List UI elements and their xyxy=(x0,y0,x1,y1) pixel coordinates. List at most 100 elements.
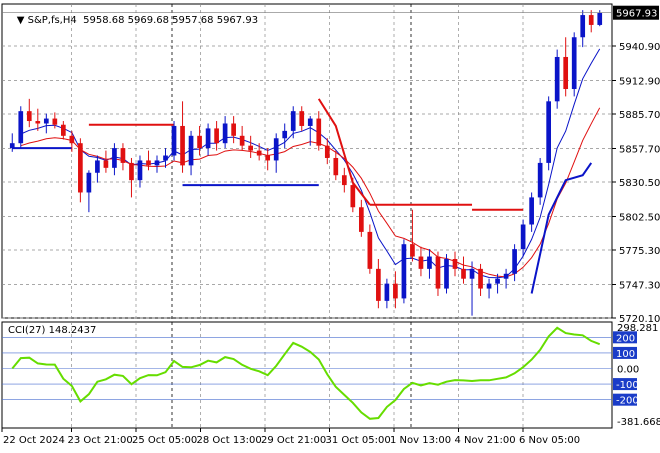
candle-bear xyxy=(103,160,109,168)
candle-bear xyxy=(299,111,305,126)
price-tick-label: 5885.70 xyxy=(619,110,660,121)
candle-bear xyxy=(461,268,466,279)
candle-bull xyxy=(546,101,551,163)
candle-bull xyxy=(290,111,296,131)
cci-level-box xyxy=(613,346,637,359)
candle-bear xyxy=(418,256,424,269)
price-tick-label: 5802.50 xyxy=(619,212,660,223)
candle-bull xyxy=(222,123,228,144)
cci-level-box xyxy=(613,393,637,406)
price-tick-label: 5747.30 xyxy=(619,280,660,291)
candle-bear xyxy=(78,143,83,193)
candle-bear xyxy=(376,268,381,301)
candle-bear xyxy=(197,135,202,149)
cci-level-label: -200 xyxy=(616,396,639,407)
time-tick-label: 1 Nov 13:00 xyxy=(390,435,451,446)
candle-bear xyxy=(478,268,483,289)
chart-header: ▼ S&P,fs,H4 5958.68 5969.68 5957.68 5967… xyxy=(4,4,258,37)
candle-bear xyxy=(239,135,245,146)
candle-bear xyxy=(231,123,236,136)
candle-bear xyxy=(367,231,373,269)
cci-level-box xyxy=(613,331,637,344)
candle-bear xyxy=(265,155,271,161)
candle-bull xyxy=(171,125,177,156)
candle-bull xyxy=(112,148,117,168)
candle-bull xyxy=(571,37,577,89)
price-tick-label: 5720.10 xyxy=(619,314,660,325)
candle-bear xyxy=(180,125,185,166)
time-tick-label: 25 Oct 05:00 xyxy=(132,435,197,446)
indicator-header: CCI(27) 148.2437 xyxy=(8,325,97,336)
candle-bear xyxy=(146,160,151,166)
candle-bull xyxy=(43,118,49,124)
candle-bull xyxy=(282,130,288,139)
time-tick-label: 22 Oct 2024 xyxy=(3,435,65,446)
dropdown-triangle-icon[interactable]: ▼ xyxy=(16,15,28,26)
candle-bear xyxy=(410,244,415,257)
candle-bull xyxy=(188,135,194,166)
candle-bear xyxy=(120,148,126,163)
cci-level-label: -100 xyxy=(616,380,639,391)
candle-bull xyxy=(307,118,313,126)
candle-bear xyxy=(129,162,134,181)
candle-bear xyxy=(350,185,356,208)
candle-bear xyxy=(563,56,569,89)
candle-bull xyxy=(520,224,526,250)
symbol-label: S&P,fs,H4 xyxy=(27,15,77,26)
candle-bull xyxy=(384,283,390,301)
price-tick-label: 5857.70 xyxy=(619,144,660,155)
candle-bull xyxy=(495,278,500,284)
candle-bull xyxy=(512,249,517,274)
candle-bull xyxy=(529,197,534,225)
candle-bull xyxy=(9,143,15,149)
candle-bear xyxy=(248,145,253,151)
candle-bull xyxy=(427,256,432,269)
price-tick-label: 5775.30 xyxy=(619,246,660,257)
stop-line-red xyxy=(317,98,371,206)
candle-bull xyxy=(503,273,509,279)
time-tick-label: 23 Oct 21:00 xyxy=(68,435,133,446)
time-tick-label: 28 Oct 13:00 xyxy=(197,435,262,446)
candle-bull xyxy=(95,160,100,173)
cci-level-label: 0.00 xyxy=(617,365,639,376)
candle-bear xyxy=(61,124,66,136)
candle-bear xyxy=(333,157,339,176)
candle-bear xyxy=(435,256,441,289)
candle-bear xyxy=(393,283,398,299)
candle-bear xyxy=(26,111,32,122)
price-tick-label: 5830.50 xyxy=(619,178,660,189)
candle-bear xyxy=(69,135,75,144)
candle-bull xyxy=(137,160,143,181)
ohlc-values: 5958.68 5969.68 5957.68 5967.93 xyxy=(83,15,259,26)
indicator-pane[interactable] xyxy=(1,321,613,429)
cci-level-box xyxy=(613,378,637,391)
candle-bear xyxy=(214,128,219,144)
cci-level-label: 200 xyxy=(616,333,635,344)
time-tick-label: 4 Nov 21:00 xyxy=(455,435,516,446)
candle-bull xyxy=(554,56,560,102)
candle-bull xyxy=(205,128,211,149)
candle-bear xyxy=(256,150,262,156)
time-tick-label: 29 Oct 21:00 xyxy=(261,435,326,446)
candle-bear xyxy=(35,121,41,124)
candle-bull xyxy=(580,15,586,38)
candle-bull xyxy=(401,244,407,299)
candle-bear xyxy=(341,175,347,186)
current-price-label: 5967.93 xyxy=(616,9,657,20)
candle-bear xyxy=(316,118,322,146)
cci-range-min: -381.6689 xyxy=(617,417,660,428)
candle-bear xyxy=(452,258,458,269)
price-tick-label: 5940.90 xyxy=(619,42,660,53)
candle-bull xyxy=(86,172,92,193)
candle-bull xyxy=(154,160,160,166)
price-pane[interactable] xyxy=(1,3,613,319)
time-tick-label: 6 Nov 05:00 xyxy=(519,435,580,446)
price-tick-label: 5912.90 xyxy=(619,76,660,87)
candle-bull xyxy=(469,268,475,279)
candle-bear xyxy=(52,118,58,125)
candle-bull xyxy=(597,12,603,25)
current-price-box xyxy=(613,5,659,20)
stop-line-blue xyxy=(530,162,593,294)
